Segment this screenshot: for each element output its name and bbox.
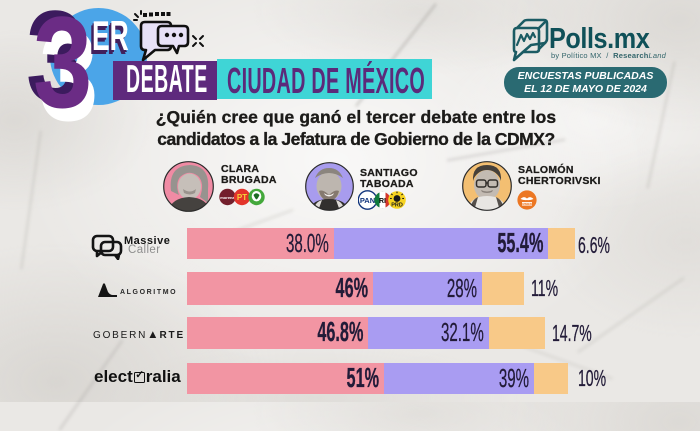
svg-text:morena: morena — [220, 195, 235, 200]
svg-text:PT: PT — [237, 193, 247, 202]
svg-text:PAN: PAN — [360, 196, 375, 205]
svg-text:MOVIMIENTO: MOVIMIENTO — [519, 202, 536, 206]
svg-text:RI: RI — [379, 198, 386, 205]
svg-text:PRD: PRD — [391, 203, 403, 209]
